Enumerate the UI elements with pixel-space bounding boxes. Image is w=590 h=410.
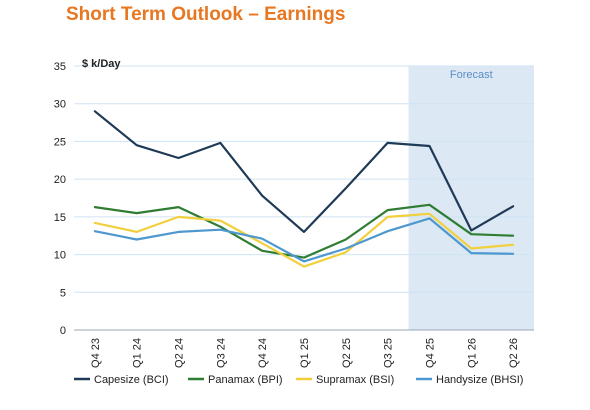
y-tick-label: 15	[54, 212, 66, 224]
x-tick-label: Q3 25	[383, 338, 395, 368]
y-axis-label: $ k/Day	[82, 58, 121, 70]
legend-label: Panamax (BPI)	[208, 374, 283, 386]
y-tick-label: 5	[60, 287, 66, 299]
y-tick-label: 20	[54, 174, 66, 186]
y-tick-label: 25	[54, 136, 66, 148]
y-axis-ticks: 0 5 10 15 20 25 30 35	[54, 61, 66, 337]
chart-title: Short Term Outlook – Earnings	[66, 4, 346, 25]
y-tick-label: 30	[54, 99, 66, 111]
legend-label: Capesize (BCI)	[94, 374, 169, 386]
series-line-handysize-bhsi	[93, 217, 515, 263]
series-line-panamax-bpi	[93, 203, 515, 259]
x-tick-label: Q2 24	[174, 338, 186, 368]
x-tick-label: Q4 25	[424, 338, 436, 368]
y-tick-label: 35	[54, 61, 66, 73]
x-tick-label: Q2 25	[341, 338, 353, 368]
legend-label: Supramax (BSI)	[316, 374, 394, 386]
x-tick-label: Q2 26	[508, 338, 520, 368]
series-line-capesize-bci	[93, 110, 515, 233]
legend-label: Handysize (BHSI)	[436, 374, 523, 386]
legend: Capesize (BCI) Panamax (BPI) Supramax (BSI…	[74, 374, 523, 386]
y-tick-label: 0	[60, 325, 66, 337]
x-tick-label: Q3 24	[215, 338, 227, 368]
gridlines	[74, 65, 534, 331]
x-tick-label: Q1 26	[466, 338, 478, 368]
forecast-region	[408, 66, 534, 330]
x-axis-ticks: Q4 23 Q1 24 Q2 24 Q3 24 Q4 24 Q1 25 Q2 25 Q3 25…	[90, 338, 520, 368]
x-tick-label: Q4 24	[257, 338, 269, 368]
y-tick-label: 10	[54, 250, 66, 262]
x-tick-label: Q4 23	[90, 338, 102, 368]
series-lines	[93, 110, 515, 268]
x-tick-label: Q1 25	[299, 338, 311, 368]
forecast-label: Forecast	[450, 69, 493, 81]
x-tick-label: Q1 24	[132, 338, 144, 368]
series-line-supramax-bsi	[93, 212, 515, 268]
